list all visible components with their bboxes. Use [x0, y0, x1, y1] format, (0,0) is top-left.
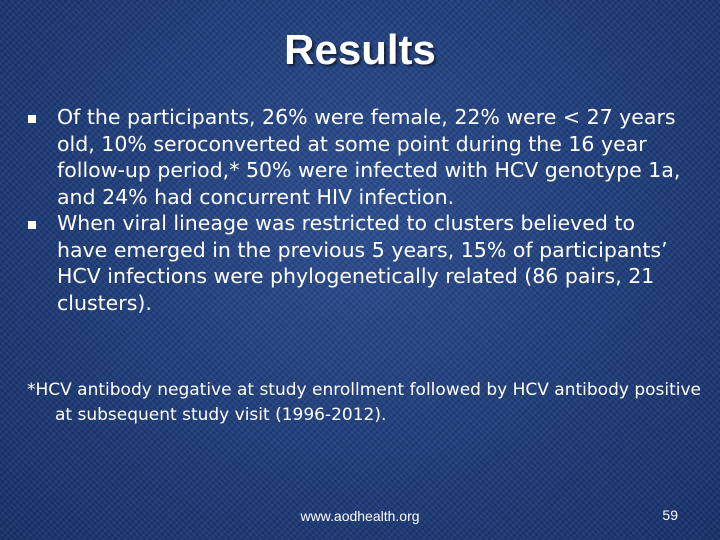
bullet-item: Of the participants, 26% were female, 22…	[26, 104, 690, 210]
bullet-text: Of the participants, 26% were female, 22…	[57, 105, 681, 209]
page-number: 59	[662, 507, 678, 523]
slide-title: Results	[284, 26, 436, 73]
square-bullet-icon	[28, 115, 36, 123]
footer-url: www.aodhealth.org	[300, 508, 420, 524]
bullet-text: When viral lineage was restricted to clu…	[57, 211, 668, 315]
footnote: *HCV antibody negative at study enrollme…	[27, 380, 702, 425]
square-bullet-icon	[28, 221, 36, 229]
bullet-item: When viral lineage was restricted to clu…	[26, 210, 690, 316]
bullet-list: Of the participants, 26% were female, 22…	[26, 104, 690, 316]
